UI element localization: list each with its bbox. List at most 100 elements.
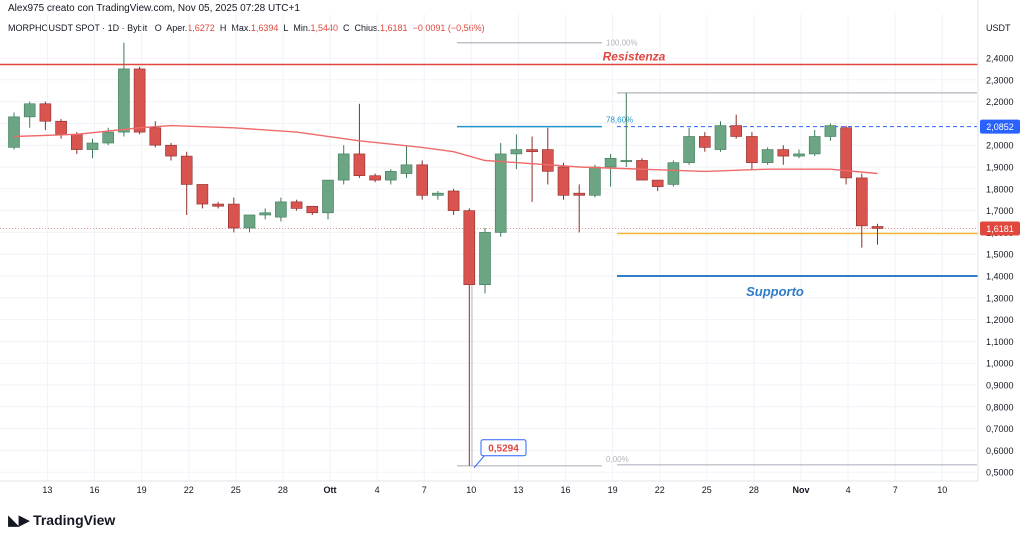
- candle: [683, 127, 695, 165]
- candle-body: [620, 160, 633, 162]
- candle: [290, 199, 303, 211]
- candle-body: [573, 192, 586, 196]
- change-value: −0,0091 (−0,56%): [412, 23, 485, 33]
- candle-body: [667, 162, 680, 185]
- candle-body: [86, 142, 99, 150]
- y-tick-label: 0,7000: [986, 424, 1014, 434]
- candle-body: [259, 212, 272, 216]
- candle-body: [730, 125, 743, 137]
- y-tick-label: 0,6000: [986, 446, 1014, 456]
- x-tick-label: 16: [89, 485, 99, 495]
- close-prefix: Chius.: [354, 23, 381, 33]
- candle: [369, 173, 381, 183]
- candle-body: [589, 166, 601, 196]
- candle-body: [322, 179, 334, 214]
- candle-body: [479, 232, 491, 286]
- candle-body: [557, 166, 570, 196]
- candle: [746, 132, 758, 170]
- y-tick-label: 0,5000: [986, 468, 1014, 478]
- candle: [180, 151, 193, 215]
- chart-annotations: 0,5294: [473, 439, 527, 469]
- candle: [855, 173, 868, 248]
- candle-body: [416, 164, 429, 196]
- candle-body: [149, 127, 162, 146]
- support-label: Supporto: [746, 284, 804, 299]
- candlestick-series: [8, 42, 884, 466]
- y-tick-label: 1,0000: [986, 359, 1014, 369]
- symbol-name: MORPHOUSDT SPOT · 1D · Bybit: [8, 23, 148, 33]
- candle-body: [494, 153, 507, 233]
- candle: [808, 129, 821, 157]
- fib-0-label: 0,00%: [606, 455, 629, 464]
- candle: [651, 179, 664, 191]
- candle-body: [463, 210, 476, 286]
- x-tick-label: 19: [137, 485, 147, 495]
- tradingview-logo[interactable]: ◣▶ TradingView: [8, 510, 115, 530]
- x-tick-label: 19: [608, 485, 618, 495]
- candle-body: [824, 125, 837, 137]
- candle-body: [761, 149, 774, 163]
- candle: [86, 138, 99, 159]
- candle-body: [651, 179, 664, 187]
- candle: [871, 223, 884, 245]
- time-axis: 13 16 19 22 25 28 Ott 4 7 10 13 16 19 22 25 28 Nov 4 7 10: [0, 480, 978, 495]
- y-tick-label: 2,4000: [986, 54, 1014, 64]
- candle-body: [8, 116, 20, 148]
- candle-body: [698, 136, 711, 148]
- high-prefix: Max.: [231, 23, 251, 33]
- open-label: O: [154, 23, 162, 33]
- candle: [777, 145, 790, 165]
- candle: [589, 164, 601, 198]
- candle-body: [133, 68, 146, 133]
- symbol-ohlc-line: MORPHOUSDT SPOT · 1D · Bybit O Aper.1,62…: [8, 23, 485, 33]
- x-tick-label: 22: [655, 485, 665, 495]
- moving-average-line: [13, 124, 878, 175]
- candle-body: [746, 136, 758, 163]
- y-tick-label: 1,5000: [986, 250, 1014, 260]
- fib-786-price-tag: 2,0852: [986, 122, 1014, 132]
- candle: [228, 197, 240, 233]
- candle-body: [855, 177, 868, 227]
- candle-body: [243, 214, 256, 229]
- candle: [149, 121, 162, 148]
- candle: [494, 143, 507, 237]
- candle: [714, 121, 727, 152]
- x-tick-label: 10: [937, 485, 947, 495]
- x-tick-label: 7: [893, 485, 898, 495]
- candle-body: [306, 205, 319, 214]
- low-value: 1,5440: [310, 23, 338, 33]
- candle: [463, 208, 476, 466]
- candle: [840, 125, 852, 185]
- horizontal-levels: Resistenza Supporto: [0, 50, 978, 299]
- close-value: 1,6181: [380, 23, 408, 33]
- x-tick-label: 10: [466, 485, 476, 495]
- candle: [620, 92, 633, 167]
- candle-body: [118, 68, 130, 133]
- high-value: 1,6394: [250, 23, 279, 33]
- candle-body: [369, 175, 381, 181]
- candle-body: [228, 203, 240, 229]
- candle: [526, 136, 538, 202]
- candle-body: [353, 153, 366, 177]
- candle-body: [714, 125, 727, 150]
- candle: [322, 179, 334, 220]
- candle-body: [275, 201, 287, 218]
- moving-average: [13, 124, 878, 175]
- candle: [400, 145, 413, 178]
- y-tick-label: 2,0000: [986, 141, 1014, 151]
- candle: [23, 101, 36, 128]
- candle-body: [683, 136, 695, 163]
- low-prefix: Min.: [293, 23, 311, 33]
- price-chart[interactable]: 100,00% 78,60% 0,00% Resistenza Supporto 0,…: [0, 0, 1024, 505]
- close-label: C: [342, 23, 350, 33]
- y-tick-label: 1,4000: [986, 272, 1014, 282]
- candle: [384, 169, 397, 185]
- y-tick-label: 0,9000: [986, 381, 1014, 391]
- high-label: H: [219, 23, 227, 33]
- resistance-label: Resistenza: [603, 50, 666, 64]
- candle-body: [165, 144, 177, 157]
- candle: [71, 132, 83, 154]
- candle-body: [196, 184, 209, 205]
- candle: [447, 188, 460, 215]
- candle-body: [55, 120, 67, 135]
